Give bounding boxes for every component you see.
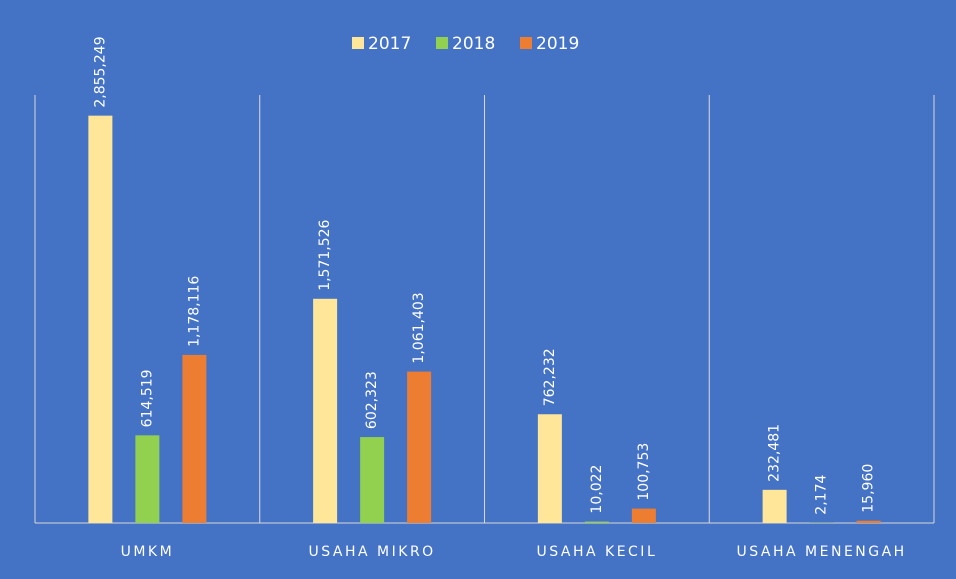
legend-label: 2019: [536, 34, 579, 54]
value-label: 762,232: [542, 348, 558, 406]
bar: [182, 354, 207, 523]
value-label: 15,960: [861, 464, 877, 513]
bar: [537, 414, 562, 523]
bar: [631, 508, 656, 523]
value-label: 602,323: [364, 371, 380, 429]
legend-label: 2018: [452, 34, 495, 54]
bar: [584, 521, 609, 523]
value-label: 1,061,403: [411, 292, 427, 363]
value-label: 10,022: [589, 465, 605, 514]
bar: [856, 520, 881, 523]
value-label: 232,481: [767, 424, 783, 482]
bar: [88, 115, 113, 523]
bar: [407, 371, 432, 523]
value-label: 100,753: [636, 443, 652, 501]
x-tick-label: USAHA MENENGAH: [737, 544, 907, 560]
legend-swatch: [520, 37, 532, 49]
x-tick-label: USAHA MIKRO: [309, 544, 436, 560]
value-label: 2,855,249: [92, 36, 108, 107]
bar: [135, 435, 160, 523]
legend-label: 2017: [368, 34, 411, 54]
value-label: 1,571,526: [317, 219, 333, 290]
bar: [360, 437, 385, 523]
value-label: 614,519: [139, 369, 155, 427]
value-label: 1,178,116: [186, 276, 202, 347]
bar: [762, 489, 787, 523]
legend-swatch: [436, 37, 448, 49]
legend-swatch: [352, 37, 364, 49]
bar: [313, 298, 338, 523]
x-tick-label: UMKM: [121, 544, 175, 560]
x-tick-label: USAHA KECIL: [536, 544, 657, 560]
value-label: 2,174: [814, 475, 830, 515]
